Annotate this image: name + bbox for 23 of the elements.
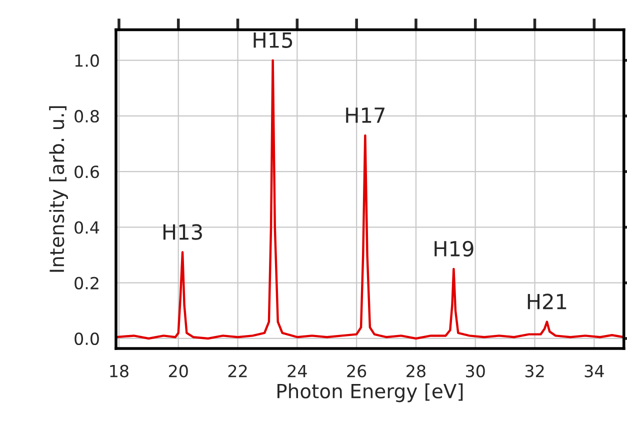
- y-axis-title: Intensity [arb. u.]: [49, 106, 68, 272]
- x-tick-label: 34: [584, 364, 604, 378]
- x-tick-label: 32: [525, 364, 544, 378]
- annotation: H21: [528, 294, 566, 310]
- y-tick-label: 0.4: [74, 221, 100, 234]
- annotation: H15: [254, 32, 292, 48]
- annotation: H17: [346, 108, 384, 123]
- x-tick-label: 28: [406, 364, 426, 378]
- line-series: [116, 59, 624, 340]
- x-tick-label: 18: [110, 364, 128, 378]
- y-tick-label: 0.8: [74, 110, 99, 123]
- y-tick-label: 1.0: [75, 54, 99, 67]
- x-axis-title: Photon Energy [eV]: [278, 383, 463, 402]
- x-tick-label: 22: [228, 364, 247, 378]
- y-tick-label: 0.6: [74, 166, 99, 178]
- annotation: H19: [434, 240, 474, 257]
- annotation: H13: [163, 224, 202, 240]
- x-tick-label: 24: [288, 364, 307, 378]
- y-tick-label: 0.2: [74, 276, 98, 290]
- y-tick-label: 0.0: [74, 332, 99, 346]
- x-tick-label: 26: [347, 364, 366, 378]
- x-tick-label: 30: [466, 364, 485, 378]
- x-tick-label: 20: [168, 364, 188, 378]
